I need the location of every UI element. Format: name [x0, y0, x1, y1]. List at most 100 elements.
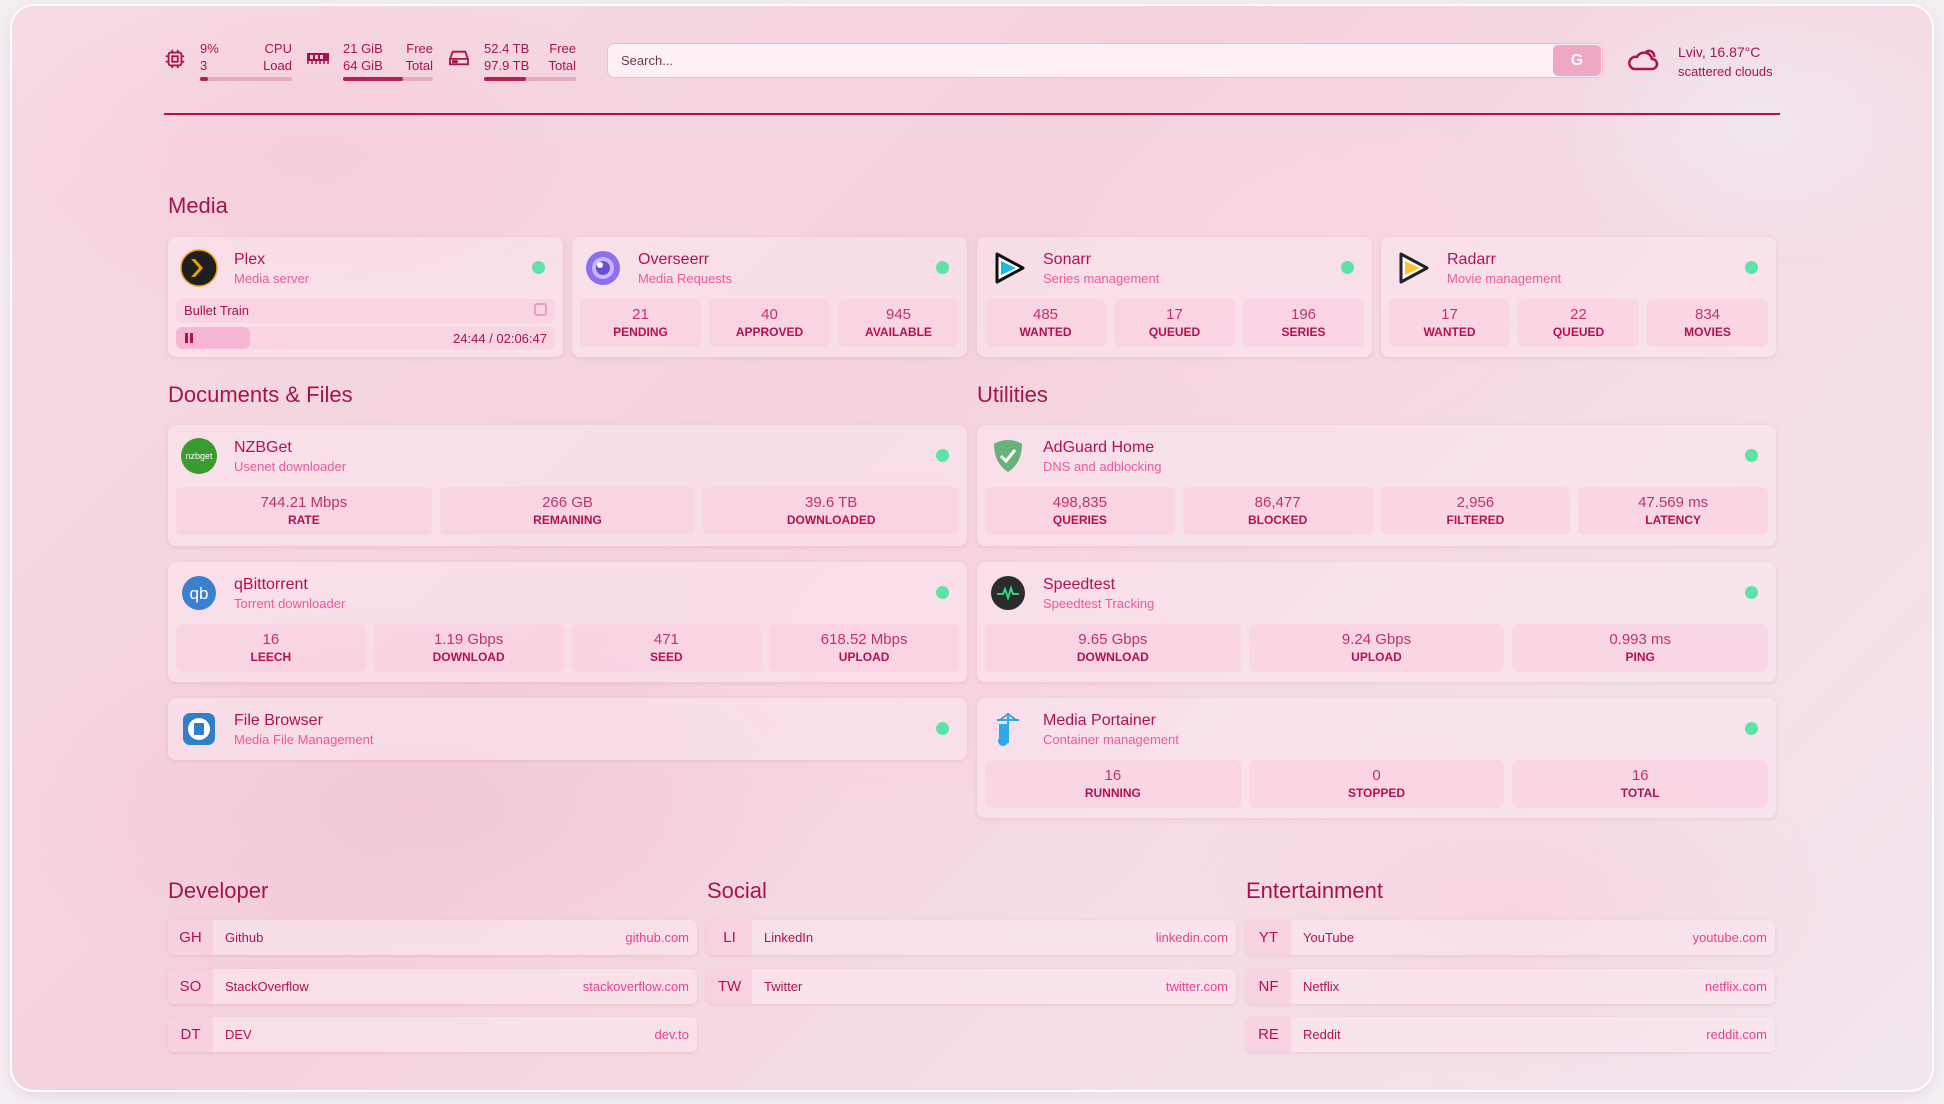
- ram-bar: [343, 77, 433, 81]
- sonarr-icon: [989, 249, 1027, 287]
- service-stats: 9.65 Gbps DOWNLOAD 9.24 Gbps UPLOAD 0.993 ms…: [985, 624, 1769, 672]
- playback-time: 24:44 / 02:06:47: [453, 331, 547, 346]
- stat-block: 39.6 TB DOWNLOADED: [703, 487, 960, 535]
- bookmark-name: LinkedIn: [764, 930, 814, 945]
- bookmark-url[interactable]: netflix.com: [1704, 978, 1767, 994]
- stat-label: RATE: [287, 513, 320, 527]
- stat-label: SEED: [650, 650, 683, 664]
- bookmark-abbr: LI: [707, 920, 752, 955]
- stat-value: 618.52 Mbps: [820, 631, 908, 648]
- dashboard-window: [12, 6, 1932, 1090]
- bookmark-name: Twitter: [764, 978, 803, 994]
- stat-value: 1.19 Gbps: [434, 631, 504, 648]
- status-indicator: [532, 261, 545, 274]
- stat-block: 86,477 BLOCKED: [1182, 487, 1373, 535]
- bookmark-dev[interactable]: DT DEV dev.to: [168, 1017, 697, 1052]
- bookmark-netflix[interactable]: NF Netflix netflix.com: [1246, 968, 1775, 1004]
- bookmark-url[interactable]: dev.to: [654, 1027, 689, 1042]
- stat-block: 471 SEED: [571, 624, 762, 672]
- stat-label: MOVIES: [1684, 325, 1731, 339]
- bookmark-url[interactable]: linkedin.com: [1155, 930, 1228, 945]
- stat-label: LEECH: [250, 650, 292, 664]
- pause-icon[interactable]: [185, 333, 193, 343]
- service-card-plex[interactable]: Plex Media server Bullet Train 24:44 / 02:0…: [168, 237, 563, 357]
- bookmark-youtube[interactable]: YT YouTube youtube.com: [1246, 920, 1775, 955]
- stat-label: UPLOAD: [838, 650, 890, 664]
- stat-value: 471: [653, 631, 679, 648]
- service-stats: 17 WANTED 22 QUEUED 834 MOVIES: [1389, 299, 1768, 347]
- progress-fill: [176, 327, 250, 349]
- service-description: Series management: [1043, 271, 1160, 286]
- bookmark-url[interactable]: twitter.com: [1165, 978, 1228, 994]
- now-playing-title-row: Bullet Train: [176, 299, 555, 323]
- total-label: Total: [405, 58, 433, 73]
- bookmark-url[interactable]: reddit.com: [1706, 1027, 1767, 1042]
- section-title-entertainment: Entertainment: [1246, 878, 1383, 903]
- service-card-sonarr[interactable]: Sonarr Series management 485 WANTED 17 QUEUED…: [977, 237, 1372, 357]
- service-card-media-portainer[interactable]: Media Portainer Container management 16 RUN…: [977, 698, 1776, 818]
- service-card-qbittorrent[interactable]: qb qBittorrent Torrent downloader 16 LEECH 1.…: [168, 562, 967, 682]
- service-description: Usenet downloader: [234, 459, 347, 474]
- service-card-nzbget[interactable]: nzbget NZBGet Usenet downloader 744.21 Mbps…: [168, 425, 967, 546]
- bookmark-abbr: NF: [1246, 968, 1291, 1004]
- service-stats: 16 RUNNING 0 STOPPED 16 TOTAL: [985, 760, 1769, 808]
- stat-block: 22 QUEUED: [1518, 299, 1639, 347]
- stat-value: 16: [1631, 767, 1649, 784]
- service-name: Plex: [234, 251, 266, 268]
- ram-total: 64 GiB: [343, 58, 383, 73]
- service-name: NZBGet: [234, 439, 292, 456]
- stat-label: AVAILABLE: [865, 325, 932, 339]
- service-name: Overseerr: [638, 251, 710, 268]
- service-card-radarr[interactable]: Radarr Movie management 17 WANTED 22 QUEUED 83…: [1381, 237, 1776, 357]
- service-description: DNS and adblocking: [1043, 459, 1162, 474]
- status-indicator: [936, 586, 949, 599]
- bookmark-url[interactable]: youtube.com: [1692, 930, 1767, 945]
- ram-free: 21 GiB: [343, 41, 383, 56]
- cpu-bar: [200, 77, 292, 81]
- stat-value: 16: [262, 631, 280, 648]
- bookmark-stackoverflow[interactable]: SO StackOverflow stackoverflow.com: [168, 968, 697, 1004]
- stat-block: 21 PENDING: [580, 299, 701, 347]
- bookmark-name: DEV: [225, 1027, 252, 1042]
- stat-block: 16 RUNNING: [985, 760, 1241, 808]
- stat-value: 17: [1166, 306, 1183, 323]
- stat-label: FILTERED: [1446, 513, 1505, 527]
- status-indicator: [1745, 586, 1758, 599]
- bookmark-github[interactable]: GH Github github.com: [168, 920, 697, 955]
- stat-value: 22: [1570, 306, 1587, 323]
- search-provider-button[interactable]: G: [1553, 45, 1601, 76]
- bookmark-url[interactable]: stackoverflow.com: [582, 978, 689, 994]
- stat-label: DOWNLOAD: [432, 650, 505, 664]
- tv-icon: [534, 303, 547, 316]
- bookmark-name: Reddit: [1303, 1027, 1341, 1042]
- disk-widget: 52.4 TB Free 97.9 TB Total: [448, 40, 576, 74]
- service-name: Sonarr: [1043, 251, 1092, 268]
- stat-value: 9.65 Gbps: [1078, 631, 1148, 648]
- stat-value: 196: [1290, 306, 1317, 323]
- service-card-adguard-home[interactable]: AdGuard Home DNS and adblocking 498,835 QUE…: [977, 425, 1776, 546]
- section-title-media: Media: [168, 193, 228, 218]
- stat-block: 16 TOTAL: [1512, 760, 1769, 808]
- load-label: Load: [263, 58, 292, 73]
- bookmark-name: Github: [225, 930, 264, 945]
- bookmark-reddit[interactable]: RE Reddit reddit.com: [1246, 1017, 1775, 1052]
- cpu-cores: 3: [200, 58, 208, 73]
- bookmark-twitter[interactable]: TW Twitter twitter.com: [707, 968, 1236, 1004]
- hard-drive-icon: [449, 50, 469, 66]
- header-divider: [164, 113, 1780, 115]
- search-input[interactable]: [608, 53, 1553, 68]
- stat-label: LATENCY: [1645, 513, 1702, 527]
- stat-label: DOWNLOAD: [1076, 650, 1149, 664]
- service-card-file-browser[interactable]: File Browser Media File Management: [168, 698, 967, 760]
- stat-label: RUNNING: [1084, 786, 1141, 800]
- bookmark-linkedin[interactable]: LI LinkedIn linkedin.com: [707, 920, 1236, 955]
- status-indicator: [1341, 261, 1354, 274]
- stat-label: WANTED: [1019, 325, 1072, 339]
- service-name: qBittorrent: [234, 576, 308, 593]
- stat-label: QUEUED: [1148, 325, 1201, 339]
- stat-block: 0.993 ms PING: [1512, 624, 1769, 672]
- service-card-overseerr[interactable]: Overseerr Media Requests 21 PENDING 40 APPROV…: [572, 237, 967, 357]
- bookmark-url[interactable]: github.com: [625, 930, 689, 945]
- service-card-speedtest[interactable]: Speedtest Speedtest Tracking 9.65 Gbps DOWN…: [977, 562, 1776, 682]
- bookmark-abbr: GH: [168, 920, 213, 955]
